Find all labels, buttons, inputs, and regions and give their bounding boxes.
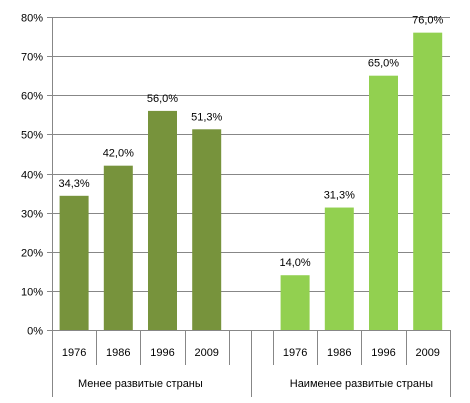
bar — [59, 195, 89, 330]
y-tick-label: 10% — [21, 287, 43, 299]
data-label: 31,3% — [324, 190, 355, 202]
bar — [369, 75, 398, 330]
x-tick-label: 1996 — [150, 347, 174, 359]
bar — [280, 275, 310, 330]
bar — [413, 32, 443, 331]
y-tick-label: 60% — [21, 91, 43, 103]
x-tick-label: 2009 — [194, 347, 218, 359]
y-tick-label: 70% — [21, 52, 43, 64]
bar — [192, 129, 222, 330]
y-tick-label: 50% — [21, 130, 43, 142]
data-label: 42,0% — [103, 148, 134, 160]
data-label: 51,3% — [191, 111, 222, 123]
x-tick-label: 1986 — [327, 347, 351, 359]
x-tick-label: 1976 — [283, 347, 307, 359]
group-label: Менее развитые страны — [78, 378, 203, 390]
y-tick-label: 40% — [21, 170, 43, 182]
y-tick-label: 0% — [27, 326, 43, 338]
data-label: 56,0% — [147, 93, 178, 105]
data-label: 14,0% — [279, 257, 310, 269]
group-label: Наименее развитые страны — [290, 378, 433, 390]
data-label: 65,0% — [368, 58, 399, 70]
x-tick-label: 1986 — [106, 347, 130, 359]
x-tick-label: 1996 — [371, 347, 395, 359]
x-tick-label: 2009 — [415, 347, 439, 359]
bar — [148, 110, 177, 331]
bar — [324, 207, 354, 330]
x-tick-label: 1976 — [62, 347, 86, 359]
axes — [47, 17, 451, 397]
y-tick-label: 30% — [21, 209, 43, 221]
y-tick-label: 20% — [21, 248, 43, 260]
bars — [59, 32, 443, 331]
y-tick-label: 80% — [21, 13, 43, 25]
bar — [103, 165, 133, 330]
data-label: 76,0% — [412, 15, 443, 27]
data-label: 34,3% — [58, 178, 89, 190]
labels: 0% 10% 20% 30% 40% 50% 60% 70% 80% 34,3% 1976 42,0%… — [21, 13, 444, 391]
